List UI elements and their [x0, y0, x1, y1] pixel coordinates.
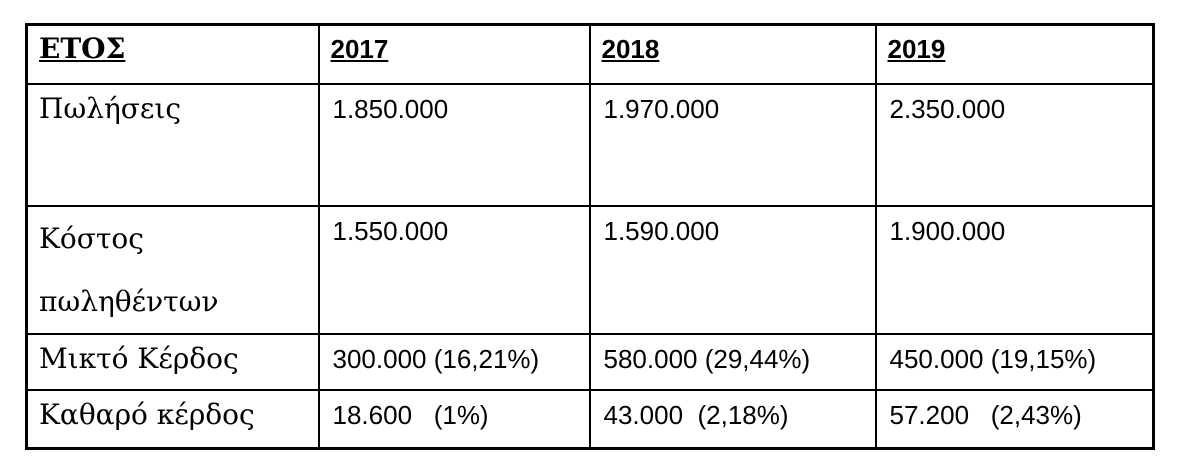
- row-label-net-profit: Καθαρό κέρδος: [25, 388, 320, 450]
- table-row-gross-profit: Μικτό Κέρδος 300.000 (16,21%) 580.000 (2…: [25, 332, 1155, 391]
- cell-sales-2017: 1.850.000: [317, 82, 591, 207]
- cell-net-2018: 43.000 (2,18%): [588, 388, 877, 450]
- table-row-net-profit: Καθαρό κέρδος 18.600 (1%) 43.000 (2,18%)…: [25, 388, 1155, 450]
- cell-cogs-2017: 1.550.000: [317, 204, 591, 335]
- row-label-gross-profit: Μικτό Κέρδος: [25, 332, 320, 391]
- header-year-label: ΕΤΟΣ: [25, 23, 320, 85]
- header-year-2019: 2019: [874, 23, 1155, 85]
- cell-net-2017: 18.600 (1%): [317, 388, 591, 450]
- cell-cogs-2018: 1.590.000: [588, 204, 877, 335]
- cell-net-2019: 57.200 (2,43%): [874, 388, 1155, 450]
- cell-gross-2018: 580.000 (29,44%): [588, 332, 877, 391]
- row-label-cost-of-goods-sold: Κόστος πωληθέντων: [25, 204, 320, 335]
- table-header-row: ΕΤΟΣ 2017 2018 2019: [25, 23, 1155, 85]
- row-label-sales: Πωλήσεις: [25, 82, 320, 207]
- cell-gross-2019: 450.000 (19,15%): [874, 332, 1155, 391]
- header-year-2017: 2017: [317, 23, 591, 85]
- table-row-cost-of-goods-sold: Κόστος πωληθέντων 1.550.000 1.590.000 1.…: [25, 204, 1155, 335]
- cell-gross-2017: 300.000 (16,21%): [317, 332, 591, 391]
- header-year-2018: 2018: [588, 23, 877, 85]
- cell-cogs-2019: 1.900.000: [874, 204, 1155, 335]
- table-row-sales: Πωλήσεις 1.850.000 1.970.000 2.350.000: [25, 82, 1155, 207]
- cell-sales-2018: 1.970.000: [588, 82, 877, 207]
- financial-results-table: ΕΤΟΣ 2017 2018 2019 Πωλήσεις 1.850.000 1…: [25, 23, 1155, 450]
- cell-sales-2019: 2.350.000: [874, 82, 1155, 207]
